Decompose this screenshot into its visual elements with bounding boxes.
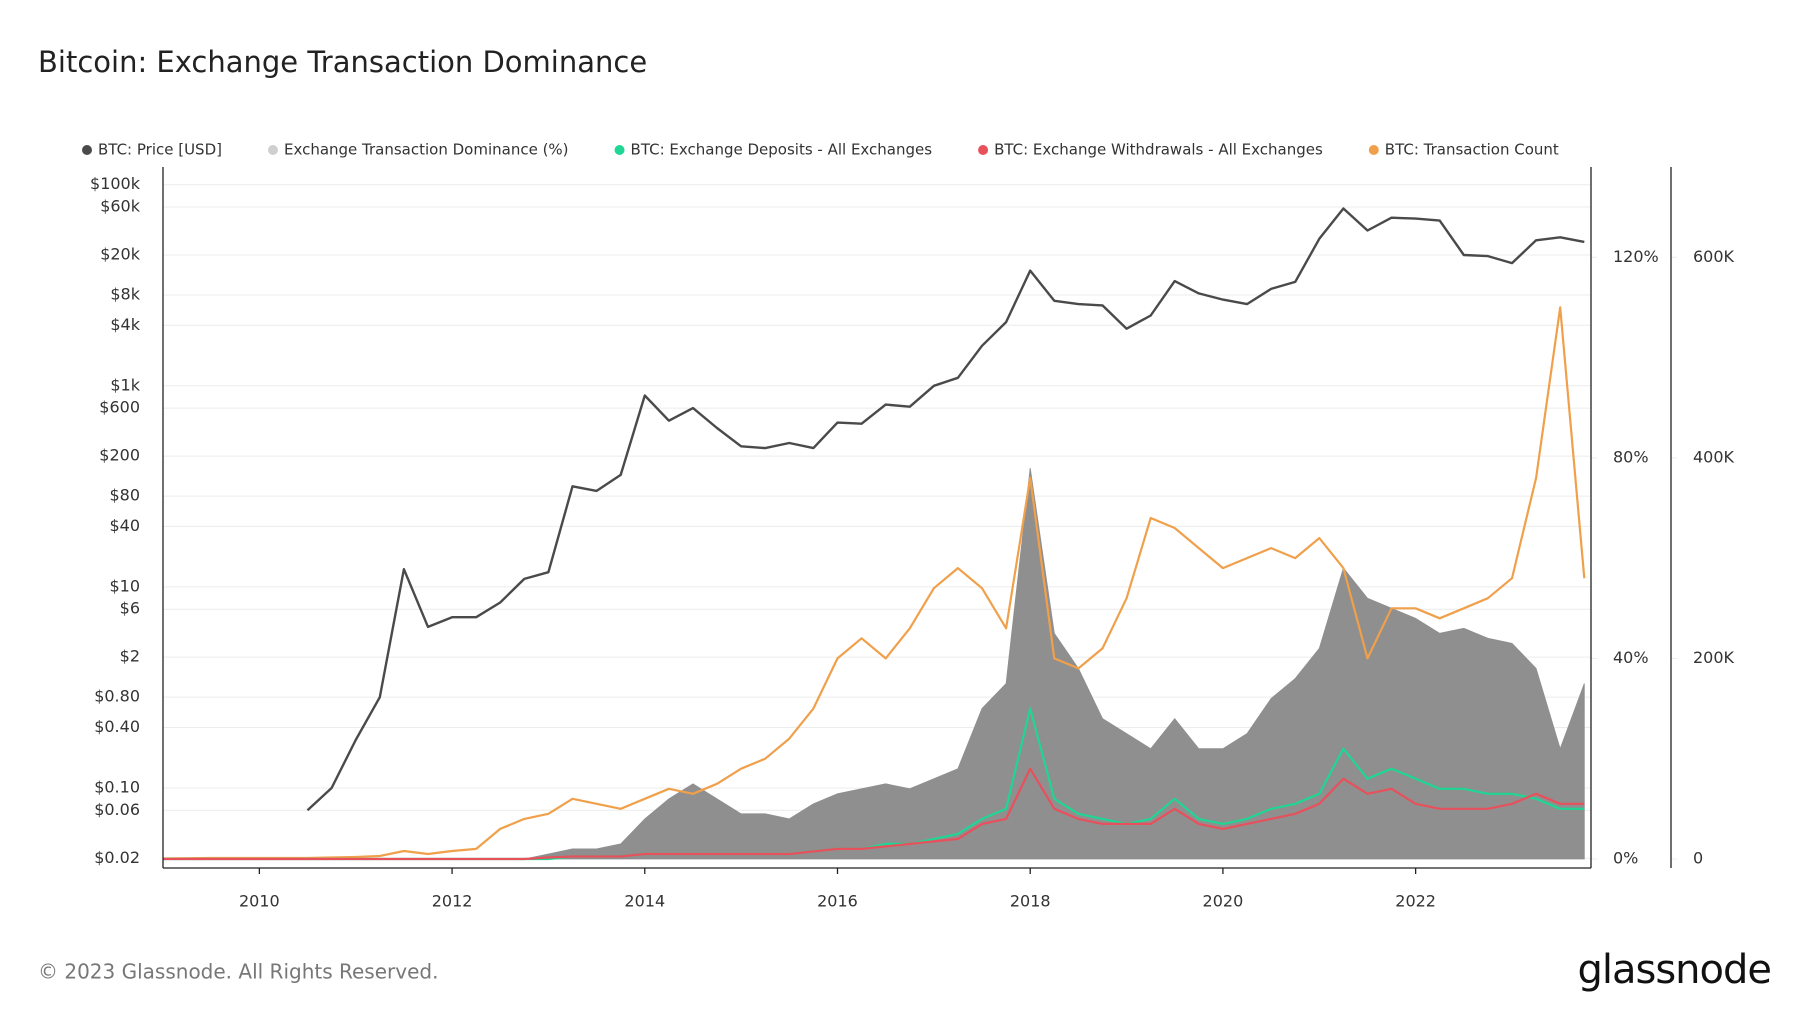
y3-tick-label: 600K [1693, 247, 1735, 266]
y-tick-label: $8k [110, 284, 140, 303]
legend-marker [1368, 145, 1379, 155]
legend-label: BTC: Exchange Withdrawals - All Exchange… [994, 141, 1323, 159]
y3-tick-label: 200K [1693, 648, 1735, 667]
x-tick-label: 2022 [1395, 892, 1436, 911]
x-tick-label: 2016 [817, 892, 858, 911]
y2-tick-label: 0% [1613, 848, 1638, 867]
legend-marker [614, 145, 625, 155]
y-tick-label: $4k [110, 315, 140, 334]
x-tick-label: 2012 [432, 892, 473, 911]
line [163, 767, 1585, 861]
y-tick-label: $200 [99, 446, 140, 465]
legend-marker [82, 145, 92, 155]
y-tick-label: $0.02 [94, 848, 140, 867]
x-tick-label: 2010 [239, 892, 280, 911]
y-tick-label: $0.06 [94, 800, 140, 819]
x-tick-label: 2020 [1203, 892, 1244, 911]
y-tick-label: $20k [100, 244, 141, 263]
y-tick-label: $60k [100, 197, 141, 216]
line [162, 306, 1586, 860]
legend-marker [267, 145, 278, 155]
y-tick-label: $6 [120, 599, 140, 618]
y-tick-label: $0.80 [94, 687, 140, 706]
copyright: © 2023 Glassnode. All Rights Reserved. [38, 960, 438, 984]
y-tick-label: $0.10 [94, 777, 140, 796]
y3-tick-label: 400K [1693, 447, 1735, 466]
logo: glassnode [1577, 947, 1771, 993]
legend-label: Exchange Transaction Dominance (%) [284, 141, 569, 159]
y2-tick-label: 40% [1613, 648, 1649, 667]
line [306, 207, 1585, 812]
x-tick-label: 2014 [624, 892, 665, 911]
legend-marker [978, 145, 989, 155]
y-tick-label: $40 [109, 516, 140, 535]
y2-tick-label: 80% [1613, 447, 1649, 466]
x-tick-label: 2018 [1010, 892, 1051, 911]
legend-label: BTC: Price [USD] [98, 141, 222, 159]
chart-title: Bitcoin: Exchange Transaction Dominance [38, 45, 647, 79]
y-tick-label: $10 [109, 576, 140, 595]
legend-label: BTC: Transaction Count [1385, 141, 1559, 159]
legend-label: BTC: Exchange Deposits - All Exchanges [631, 141, 933, 159]
y-tick-label: $80 [109, 486, 140, 505]
y2-tick-label: 120% [1613, 247, 1659, 266]
y-tick-label: $0.40 [94, 717, 140, 736]
y3-tick-label: 0 [1693, 848, 1703, 867]
y-tick-label: $1k [110, 375, 140, 394]
y-tick-label: $2 [120, 647, 140, 666]
y-tick-label: $100k [90, 174, 141, 193]
y-tick-label: $600 [99, 398, 140, 417]
